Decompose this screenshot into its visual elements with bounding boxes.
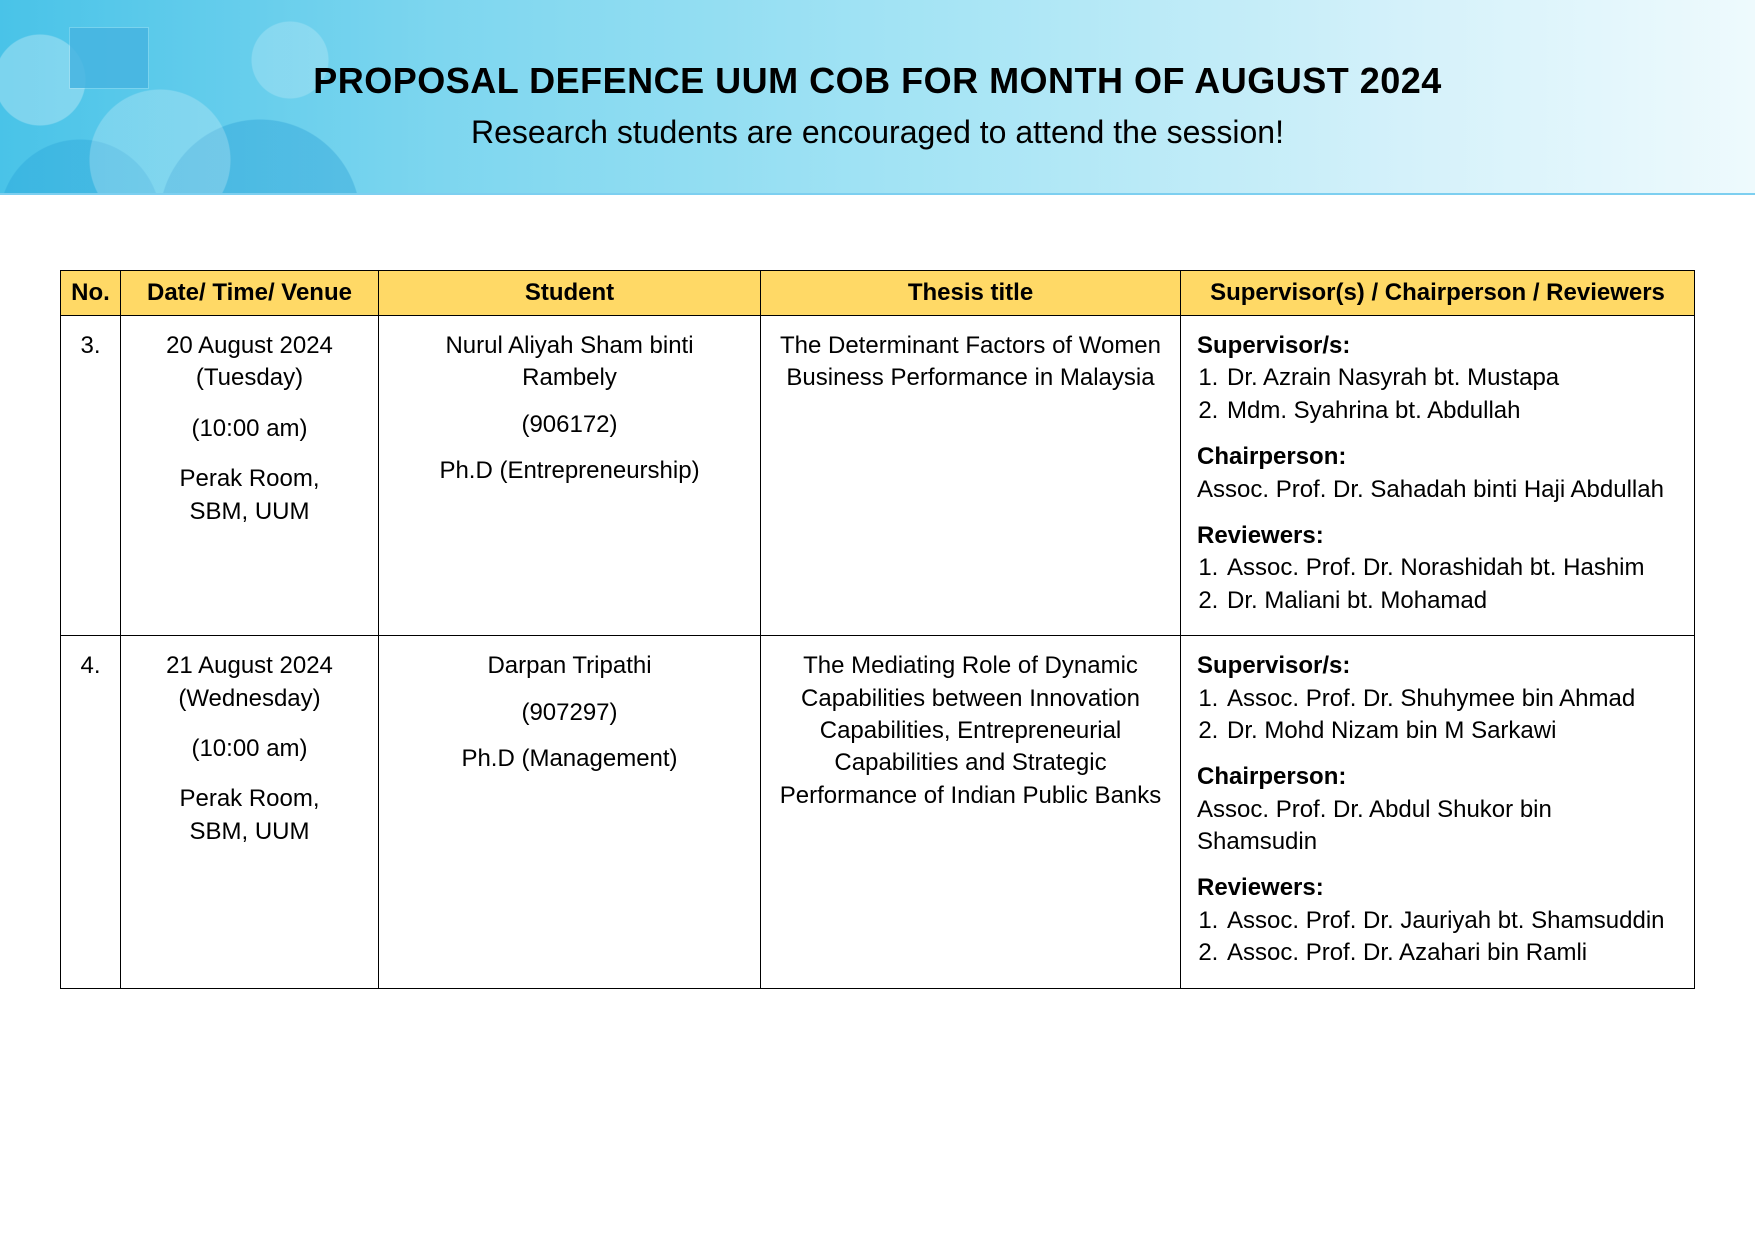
col-header-thesis: Thesis title — [761, 271, 1181, 316]
chairperson-name: Assoc. Prof. Dr. Abdul Shukor bin Shamsu… — [1197, 796, 1552, 855]
supervisors-label: Supervisor/s: — [1197, 650, 1678, 682]
cell-date: 21 August 2024 (Wednesday) (10:00 am) Pe… — [121, 636, 379, 989]
reviewers-list: Assoc. Prof. Dr. Norashidah bt. Hashim D… — [1197, 552, 1678, 617]
content-area: No. Date/ Time/ Venue Student Thesis tit… — [0, 195, 1755, 989]
reviewer-item: Assoc. Prof. Dr. Azahari bin Ramli — [1225, 937, 1678, 969]
supervisor-item: Dr. Azrain Nasyrah bt. Mustapa — [1225, 362, 1678, 394]
supervisor-item: Assoc. Prof. Dr. Shuhymee bin Ahmad — [1225, 683, 1678, 715]
student-name: Nurul Aliyah Sham binti Rambely — [395, 330, 744, 395]
time-text: (10:00 am) — [137, 733, 362, 765]
page-subtitle: Research students are encouraged to atte… — [0, 114, 1755, 151]
student-program: Ph.D (Management) — [395, 743, 744, 775]
supervisors-list: Dr. Azrain Nasyrah bt. Mustapa Mdm. Syah… — [1197, 362, 1678, 427]
cell-people: Supervisor/s: Assoc. Prof. Dr. Shuhymee … — [1181, 636, 1695, 989]
student-name: Darpan Tripathi — [395, 650, 744, 682]
supervisors-list: Assoc. Prof. Dr. Shuhymee bin Ahmad Dr. … — [1197, 683, 1678, 748]
day-text: (Tuesday) — [196, 364, 303, 391]
reviewers-label: Reviewers: — [1197, 520, 1678, 552]
table-header-row: No. Date/ Time/ Venue Student Thesis tit… — [61, 271, 1695, 316]
venue-text-2: SBM, UUM — [190, 498, 310, 525]
col-header-date: Date/ Time/ Venue — [121, 271, 379, 316]
cell-no: 4. — [61, 636, 121, 989]
supervisors-label: Supervisor/s: — [1197, 330, 1678, 362]
venue-text: Perak Room, — [137, 783, 362, 815]
chairperson-label: Chairperson: — [1197, 761, 1678, 793]
supervisor-item: Dr. Mohd Nizam bin M Sarkawi — [1225, 715, 1678, 747]
cell-date: 20 August 2024 (Tuesday) (10:00 am) Pera… — [121, 316, 379, 636]
reviewer-item: Dr. Maliani bt. Mohamad — [1225, 585, 1678, 617]
date-text: 21 August 2024 — [166, 652, 333, 679]
date-text: 20 August 2024 — [166, 332, 333, 359]
student-id: (907297) — [395, 697, 744, 729]
venue-text: Perak Room, — [137, 463, 362, 495]
col-header-no: No. — [61, 271, 121, 316]
cell-no: 3. — [61, 316, 121, 636]
reviewer-item: Assoc. Prof. Dr. Norashidah bt. Hashim — [1225, 552, 1678, 584]
venue-text-2: SBM, UUM — [190, 818, 310, 845]
time-text: (10:00 am) — [137, 413, 362, 445]
cell-student: Nurul Aliyah Sham binti Rambely (906172)… — [379, 316, 761, 636]
table-row: 4. 21 August 2024 (Wednesday) (10:00 am)… — [61, 636, 1695, 989]
header-banner: PROPOSAL DEFENCE UUM COB FOR MONTH OF AU… — [0, 0, 1755, 195]
chairperson-name: Assoc. Prof. Dr. Sahadah binti Haji Abdu… — [1197, 476, 1664, 503]
page-title: PROPOSAL DEFENCE UUM COB FOR MONTH OF AU… — [0, 0, 1755, 102]
supervisor-item: Mdm. Syahrina bt. Abdullah — [1225, 395, 1678, 427]
schedule-table: No. Date/ Time/ Venue Student Thesis tit… — [60, 270, 1695, 989]
day-text: (Wednesday) — [178, 685, 320, 712]
chairperson-label: Chairperson: — [1197, 441, 1678, 473]
cell-thesis: The Determinant Factors of Women Busines… — [761, 316, 1181, 636]
cell-student: Darpan Tripathi (907297) Ph.D (Managemen… — [379, 636, 761, 989]
cell-thesis: The Mediating Role of Dynamic Capabiliti… — [761, 636, 1181, 989]
reviewers-label: Reviewers: — [1197, 872, 1678, 904]
col-header-people: Supervisor(s) / Chairperson / Reviewers — [1181, 271, 1695, 316]
cell-people: Supervisor/s: Dr. Azrain Nasyrah bt. Mus… — [1181, 316, 1695, 636]
reviewer-item: Assoc. Prof. Dr. Jauriyah bt. Shamsuddin — [1225, 905, 1678, 937]
col-header-student: Student — [379, 271, 761, 316]
table-row: 3. 20 August 2024 (Tuesday) (10:00 am) P… — [61, 316, 1695, 636]
reviewers-list: Assoc. Prof. Dr. Jauriyah bt. Shamsuddin… — [1197, 905, 1678, 970]
student-id: (906172) — [395, 409, 744, 441]
student-program: Ph.D (Entrepreneurship) — [395, 455, 744, 487]
